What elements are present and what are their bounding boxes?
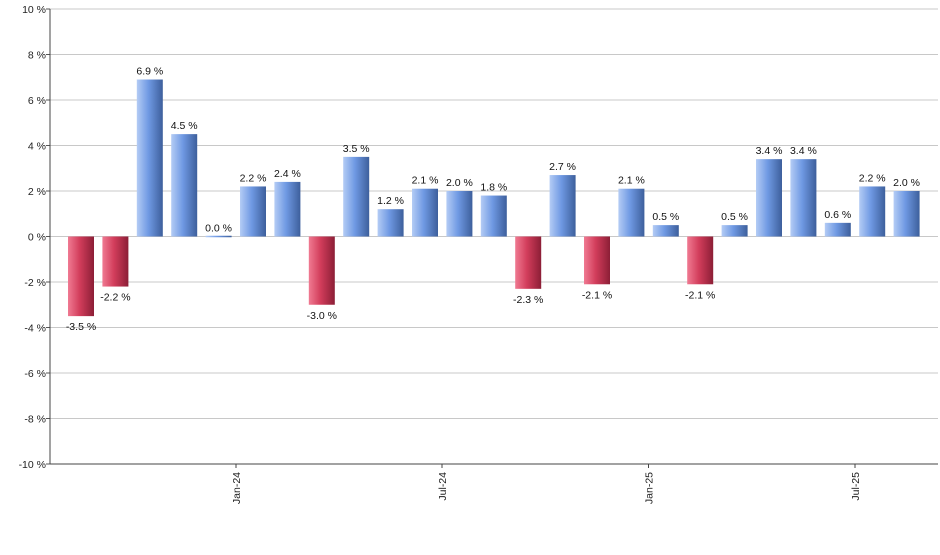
data-label: 2.1 % <box>412 175 439 187</box>
bar <box>618 188 645 237</box>
bar <box>377 209 404 237</box>
bar <box>343 156 370 237</box>
data-label: 2.2 % <box>240 172 267 184</box>
bar <box>824 222 851 237</box>
data-label: 3.4 % <box>790 145 817 157</box>
data-labels: -3.5 % -2.2 % 6.9 % 4.5 % 0.0 % 2.2 % 2.4 % -3.… <box>66 66 920 334</box>
data-label: 6.9 % <box>136 66 163 78</box>
data-label: 2.0 % <box>893 177 920 189</box>
bar <box>308 236 335 305</box>
data-label: 0.6 % <box>824 209 851 221</box>
data-label: 1.8 % <box>480 182 507 194</box>
data-label: 3.4 % <box>756 145 783 157</box>
data-label: 0.5 % <box>652 211 679 223</box>
data-label: 2.2 % <box>859 172 886 184</box>
bar <box>171 134 198 237</box>
data-label: 2.0 % <box>446 177 473 189</box>
bar <box>584 236 610 285</box>
bar <box>721 225 748 237</box>
y-tick-label: -2 % <box>24 277 46 289</box>
y-tick-label: 6 % <box>28 95 46 107</box>
data-label: -3.0 % <box>307 310 337 322</box>
bar <box>549 175 576 237</box>
bar <box>68 236 94 317</box>
y-tick-label: 0 % <box>28 232 46 244</box>
y-tick-label: 4 % <box>28 141 46 153</box>
y-tick-label: 10 % <box>22 4 46 16</box>
x-tick-label: Jul-25 <box>850 472 862 501</box>
bar <box>515 236 542 289</box>
bar <box>652 225 679 237</box>
data-label: 1.2 % <box>377 195 404 207</box>
bar <box>687 236 714 285</box>
data-label: 2.4 % <box>274 168 301 180</box>
y-axis-ticks: 10 % 8 % 6 % 4 % 2 % 0 % -2 % -4 % -6 % -8 % -10 % <box>19 4 50 471</box>
data-label: -2.1 % <box>582 289 612 301</box>
bar <box>480 195 507 237</box>
axes <box>49 9 938 465</box>
bar <box>790 159 817 237</box>
bar <box>205 235 232 238</box>
y-tick-label: -10 % <box>19 459 46 471</box>
x-tick-label: Jan-25 <box>644 472 656 504</box>
y-tick-label: -4 % <box>24 323 46 335</box>
data-label: 0.5 % <box>721 211 748 223</box>
y-tick-label: -6 % <box>24 368 46 380</box>
bars <box>68 79 920 317</box>
bar <box>893 191 920 237</box>
data-label: 3.5 % <box>343 143 370 155</box>
x-tick-label: Jan-24 <box>231 472 243 504</box>
x-tick-label: Jul-24 <box>437 472 449 501</box>
data-label: 0.0 % <box>205 223 232 235</box>
data-label: -2.2 % <box>100 292 130 304</box>
bar <box>102 236 129 287</box>
bar <box>412 188 438 237</box>
x-axis-ticks: Jan-24 Jul-24 Jan-25 Jul-25 <box>231 464 862 504</box>
data-label: -2.1 % <box>685 289 715 301</box>
data-label: 2.1 % <box>618 175 645 187</box>
bar <box>756 159 782 237</box>
y-tick-label: 8 % <box>28 50 46 62</box>
data-label: 4.5 % <box>171 120 198 132</box>
data-label: -3.5 % <box>66 321 96 333</box>
data-label: 2.7 % <box>549 161 576 173</box>
bar <box>136 79 163 237</box>
bar <box>859 186 886 237</box>
bar <box>446 191 473 237</box>
bar <box>274 181 301 237</box>
data-label: -2.3 % <box>513 294 543 306</box>
y-tick-label: 2 % <box>28 186 46 198</box>
bar <box>240 186 266 237</box>
y-tick-label: -8 % <box>24 414 46 426</box>
